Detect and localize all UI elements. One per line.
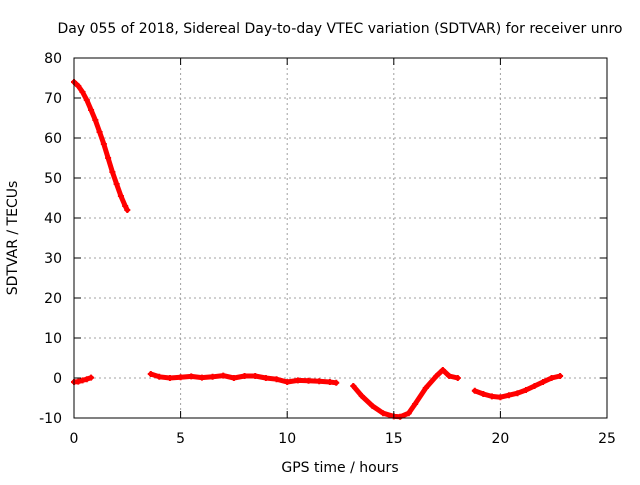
data-point bbox=[79, 89, 86, 95]
data-point bbox=[531, 383, 538, 389]
data-point bbox=[117, 193, 124, 199]
data-point bbox=[397, 413, 404, 420]
data-point bbox=[252, 373, 259, 379]
y-tick-label: 20 bbox=[44, 291, 62, 307]
data-point bbox=[75, 378, 82, 385]
data-point bbox=[439, 367, 446, 373]
data-point bbox=[422, 385, 429, 391]
data-point bbox=[92, 117, 99, 123]
data-point bbox=[358, 393, 365, 399]
data-point bbox=[480, 391, 487, 397]
data-point bbox=[75, 83, 82, 89]
x-tick-label: 10 bbox=[278, 431, 296, 447]
data-point bbox=[305, 377, 312, 384]
data-series-line bbox=[71, 79, 130, 213]
data-point bbox=[273, 376, 280, 383]
data-point bbox=[284, 379, 291, 385]
y-tick-label: 70 bbox=[44, 91, 62, 107]
data-point bbox=[156, 373, 163, 380]
x-tick-label: 5 bbox=[176, 431, 185, 447]
data-point bbox=[122, 203, 129, 209]
y-tick-label: 80 bbox=[44, 51, 62, 67]
data-point bbox=[100, 141, 107, 147]
y-tick-label: -10 bbox=[39, 411, 62, 427]
y-tick-label: 30 bbox=[44, 251, 62, 267]
chart-title: Day 055 of 2018, Sidereal Day-to-day VTE… bbox=[58, 21, 623, 37]
data-point bbox=[505, 392, 512, 399]
data-point bbox=[446, 373, 453, 379]
data-point bbox=[522, 387, 529, 393]
y-axis-label: SDTVAR / TECUs bbox=[5, 181, 21, 296]
plot-frame bbox=[73, 57, 608, 419]
data-point bbox=[514, 390, 521, 397]
data-point bbox=[124, 207, 131, 213]
data-point bbox=[433, 373, 440, 379]
data-series-line bbox=[350, 367, 461, 420]
data-point bbox=[316, 378, 323, 385]
y-tick-label: 50 bbox=[44, 171, 62, 187]
y-tick-label: 10 bbox=[44, 331, 62, 347]
data-point bbox=[471, 387, 478, 394]
data-point bbox=[109, 169, 116, 175]
data-point bbox=[83, 376, 90, 383]
data-point bbox=[188, 373, 195, 380]
data-point bbox=[488, 393, 495, 400]
data-point bbox=[405, 410, 412, 417]
x-tick-label: 20 bbox=[491, 431, 509, 447]
data-point bbox=[369, 403, 376, 409]
data-point bbox=[209, 373, 216, 380]
data-point bbox=[96, 129, 103, 135]
data-point bbox=[88, 374, 95, 381]
data-point bbox=[380, 410, 387, 417]
x-tick-label: 0 bbox=[70, 431, 79, 447]
y-tick-label: 60 bbox=[44, 131, 62, 147]
data-point bbox=[294, 377, 301, 384]
x-tick-label: 25 bbox=[598, 431, 616, 447]
data-point bbox=[177, 374, 184, 381]
data-point bbox=[540, 379, 547, 385]
x-axis-label: GPS time / hours bbox=[281, 460, 398, 476]
data-point bbox=[166, 375, 173, 381]
data-point bbox=[262, 375, 269, 381]
data-point bbox=[557, 373, 564, 379]
data-point bbox=[198, 374, 205, 381]
data-point bbox=[241, 373, 248, 379]
data-point bbox=[412, 401, 419, 407]
data-point bbox=[105, 155, 112, 161]
data-point bbox=[326, 379, 333, 385]
data-point bbox=[147, 371, 154, 377]
y-tick-label: 40 bbox=[44, 211, 62, 227]
grid bbox=[74, 58, 607, 418]
x-tick-label: 15 bbox=[385, 431, 403, 447]
data-point bbox=[220, 372, 227, 379]
data-point bbox=[497, 394, 504, 401]
y-tick-label: 0 bbox=[53, 371, 62, 387]
data-point bbox=[230, 375, 237, 381]
data-point bbox=[454, 375, 461, 381]
data-point bbox=[83, 97, 90, 103]
data-point bbox=[333, 379, 340, 386]
data-point bbox=[548, 375, 555, 381]
data-point bbox=[79, 377, 86, 384]
data-point bbox=[113, 181, 120, 187]
data-layer bbox=[71, 79, 564, 420]
data-point bbox=[350, 383, 357, 389]
ticks: 0 5 10 15 20 25 -10 0 10 20 30 40 50 60 70 80 bbox=[39, 51, 616, 447]
data-point bbox=[88, 107, 95, 113]
